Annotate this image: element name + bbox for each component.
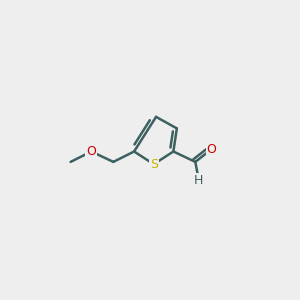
Text: O: O	[86, 145, 96, 158]
Text: S: S	[150, 158, 158, 171]
Text: H: H	[194, 174, 203, 187]
Text: O: O	[207, 143, 216, 156]
